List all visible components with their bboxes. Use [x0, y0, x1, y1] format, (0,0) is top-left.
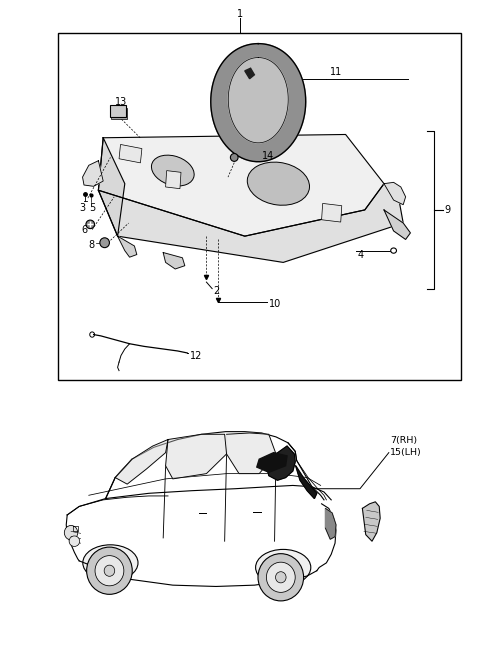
Ellipse shape — [276, 571, 286, 583]
Polygon shape — [384, 182, 406, 205]
Polygon shape — [384, 210, 410, 239]
Text: 11: 11 — [330, 68, 343, 77]
Polygon shape — [228, 58, 288, 143]
Ellipse shape — [95, 556, 124, 586]
Text: 12: 12 — [190, 351, 202, 361]
Ellipse shape — [255, 550, 311, 585]
Polygon shape — [245, 68, 254, 79]
Ellipse shape — [86, 220, 95, 228]
Ellipse shape — [86, 547, 132, 594]
Bar — [166, 171, 181, 189]
Polygon shape — [98, 138, 125, 236]
Text: 8: 8 — [88, 239, 94, 250]
Polygon shape — [211, 43, 306, 161]
Polygon shape — [227, 433, 276, 474]
Text: 15(LH): 15(LH) — [390, 448, 422, 457]
Polygon shape — [296, 466, 317, 499]
Bar — [110, 105, 126, 117]
Ellipse shape — [64, 525, 78, 540]
Bar — [58, 33, 461, 380]
Bar — [322, 203, 342, 222]
Polygon shape — [98, 134, 384, 236]
Ellipse shape — [83, 544, 138, 581]
Text: 13: 13 — [115, 97, 128, 108]
Polygon shape — [257, 453, 287, 472]
Text: 2: 2 — [214, 286, 220, 297]
Ellipse shape — [258, 554, 303, 601]
Bar — [111, 108, 127, 119]
Polygon shape — [166, 434, 227, 479]
Text: 7(RH): 7(RH) — [390, 436, 418, 445]
Text: 5: 5 — [89, 203, 96, 213]
Ellipse shape — [230, 154, 238, 161]
Text: 4: 4 — [358, 249, 364, 260]
Ellipse shape — [391, 248, 396, 253]
Ellipse shape — [69, 536, 80, 546]
Polygon shape — [163, 253, 185, 269]
Text: 1: 1 — [237, 9, 243, 20]
Polygon shape — [266, 446, 295, 480]
Ellipse shape — [247, 162, 310, 205]
Polygon shape — [362, 502, 380, 541]
Polygon shape — [83, 161, 103, 186]
Text: 9: 9 — [444, 205, 450, 215]
Text: 10: 10 — [269, 298, 281, 309]
Ellipse shape — [266, 562, 295, 592]
Bar — [119, 144, 142, 163]
Polygon shape — [118, 236, 137, 257]
Polygon shape — [325, 508, 336, 539]
Polygon shape — [115, 440, 168, 484]
Ellipse shape — [100, 237, 109, 247]
Text: 14: 14 — [262, 151, 274, 161]
Text: 3: 3 — [80, 203, 85, 213]
Ellipse shape — [104, 565, 115, 576]
Ellipse shape — [152, 155, 194, 186]
Text: 6: 6 — [81, 224, 87, 235]
Polygon shape — [98, 184, 403, 262]
